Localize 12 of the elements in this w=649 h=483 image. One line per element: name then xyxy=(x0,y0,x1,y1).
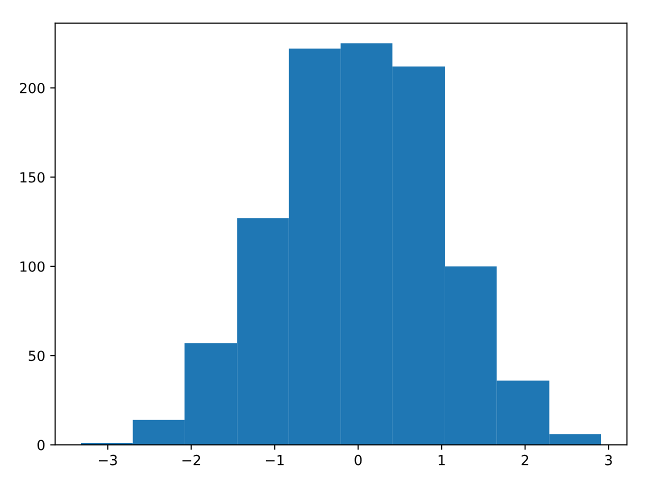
y-tick-label: 50 xyxy=(28,350,45,362)
y-tick-label: 150 xyxy=(20,172,45,183)
y-tick-label: 200 xyxy=(20,82,45,94)
y-tick-label: 0 xyxy=(38,440,45,450)
x-tick-label: 0 xyxy=(354,454,362,466)
y-tick-label: 100 xyxy=(20,261,45,272)
x-tick-label: 3 xyxy=(605,454,612,466)
x-tick-label: −3 xyxy=(98,454,117,466)
x-tick-label: 2 xyxy=(522,454,528,466)
x-tick-label: 1 xyxy=(438,454,445,466)
x-tick-label: −2 xyxy=(182,454,200,466)
x-tick-label: −1 xyxy=(266,454,284,466)
